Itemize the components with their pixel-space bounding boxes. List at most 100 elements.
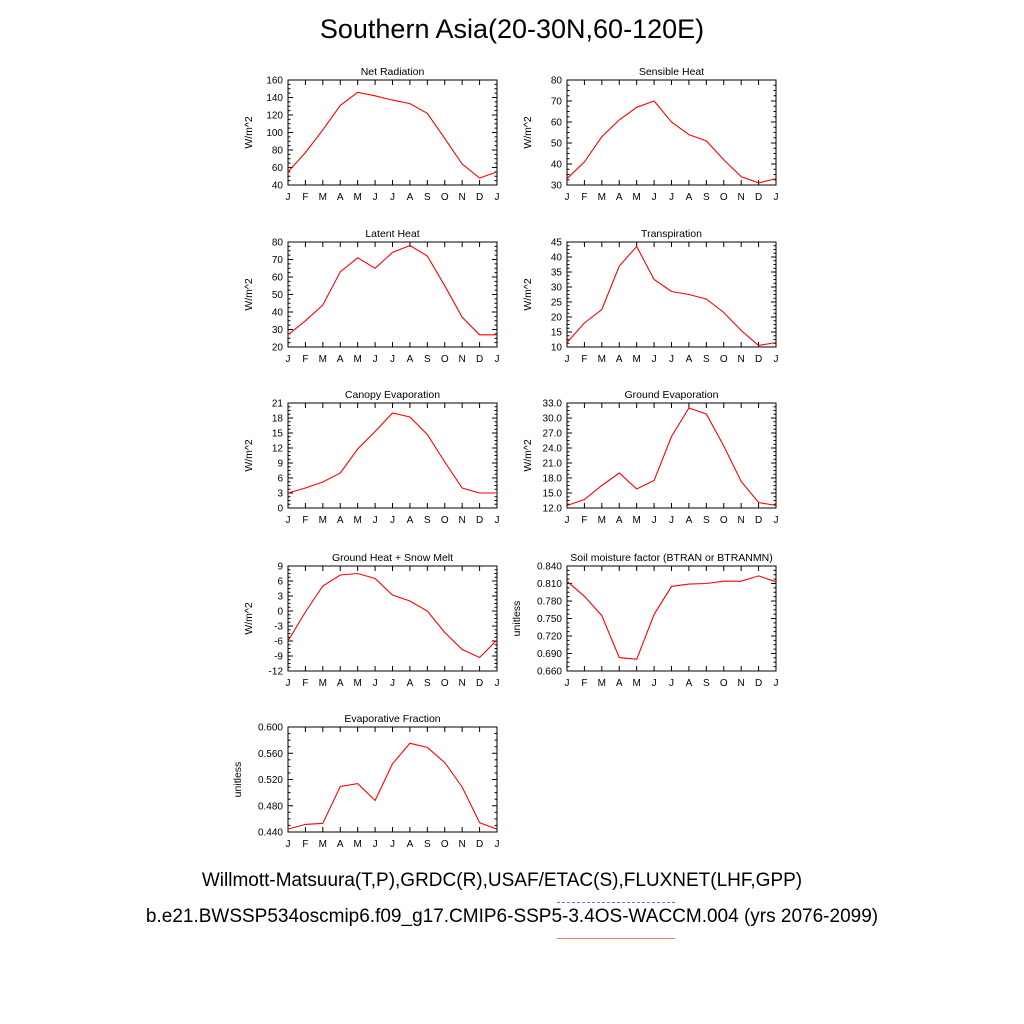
x-tick-label: J xyxy=(774,515,779,526)
y-tick-label: 18.0 xyxy=(543,474,563,485)
y-tick-label: 25 xyxy=(551,298,563,309)
x-tick-label: J xyxy=(669,678,674,689)
y-tick-label: 6 xyxy=(277,577,283,588)
x-tick-label: A xyxy=(686,354,693,365)
x-tick-label: D xyxy=(755,192,762,203)
y-axis-label: W/m^2 xyxy=(243,602,255,635)
series-line-1 xyxy=(287,742,498,830)
panel-title: Sensible Heat xyxy=(639,66,704,78)
x-tick-label: N xyxy=(738,354,745,365)
x-tick-label: A xyxy=(337,192,344,203)
plot-frame xyxy=(287,402,498,509)
x-tick-label: J xyxy=(669,515,674,526)
y-tick-label: 60 xyxy=(272,163,284,174)
y-tick-label: 9 xyxy=(277,459,283,470)
x-tick-label: J xyxy=(495,839,500,850)
x-tick-label: A xyxy=(337,678,344,689)
y-tick-label: 15 xyxy=(551,328,563,339)
y-tick-label: -9 xyxy=(274,652,283,663)
x-tick-label: O xyxy=(720,515,728,526)
x-tick-label: J xyxy=(652,515,657,526)
x-tick-label: S xyxy=(424,678,431,689)
x-tick-label: M xyxy=(353,515,361,526)
y-tick-label: 10 xyxy=(551,343,563,354)
y-tick-label: 0.840 xyxy=(537,562,562,573)
x-tick-label: J xyxy=(373,839,378,850)
x-tick-label: A xyxy=(337,354,344,365)
x-tick-label: S xyxy=(424,839,431,850)
x-tick-label: J xyxy=(286,839,291,850)
y-tick-label: 0.690 xyxy=(537,649,562,660)
y-tick-label: 30 xyxy=(551,181,563,192)
y-tick-label: 80 xyxy=(551,76,563,87)
x-tick-label: J xyxy=(373,515,378,526)
y-tick-label: 0.560 xyxy=(258,749,283,760)
plot-frame xyxy=(287,565,498,672)
x-tick-label: M xyxy=(632,515,640,526)
x-tick-label: D xyxy=(476,354,483,365)
y-axis-label: unitless xyxy=(232,762,244,798)
panel-title: Canopy Evaporation xyxy=(345,389,440,401)
x-tick-label: O xyxy=(720,192,728,203)
panel-title: Net Radiation xyxy=(361,66,425,78)
x-tick-label: O xyxy=(720,678,728,689)
y-tick-label: 12.0 xyxy=(543,504,563,515)
y-tick-label: 120 xyxy=(266,111,283,122)
y-tick-label: 40 xyxy=(272,308,284,319)
y-axis-label: W/m^2 xyxy=(243,278,255,311)
x-tick-label: J xyxy=(390,839,395,850)
x-tick-label: N xyxy=(738,678,745,689)
obs-legend-dash xyxy=(557,902,675,903)
series-line-1 xyxy=(287,412,497,494)
x-tick-label: O xyxy=(720,354,728,365)
panel-title: Ground Heat + Snow Melt xyxy=(332,552,453,564)
x-tick-label: O xyxy=(441,839,449,850)
plot-frame xyxy=(566,79,777,186)
series-line-1 xyxy=(287,572,498,659)
y-tick-label: 35 xyxy=(551,268,563,279)
y-axis-label: W/m^2 xyxy=(522,116,534,149)
x-tick-label: M xyxy=(353,192,361,203)
y-tick-label: 0.810 xyxy=(537,579,562,590)
y-tick-label: 40 xyxy=(272,181,284,192)
x-tick-label: J xyxy=(565,515,570,526)
y-tick-label: 70 xyxy=(272,255,284,266)
x-tick-label: J xyxy=(495,515,500,526)
x-tick-label: M xyxy=(598,354,606,365)
x-tick-label: S xyxy=(703,678,710,689)
series-line-1 xyxy=(566,245,777,347)
plot-frame xyxy=(566,565,777,672)
x-tick-label: A xyxy=(686,192,693,203)
x-tick-label: M xyxy=(319,839,327,850)
y-tick-label: 18 xyxy=(272,414,284,425)
y-tick-label: 0.600 xyxy=(258,723,283,734)
y-tick-label: 40 xyxy=(551,160,563,171)
x-tick-label: J xyxy=(286,354,291,365)
x-tick-label: J xyxy=(390,678,395,689)
panel-title: Ground Evaporation xyxy=(625,389,719,401)
x-tick-label: F xyxy=(581,192,587,203)
y-tick-label: 50 xyxy=(551,139,563,150)
x-tick-label: J xyxy=(652,354,657,365)
x-tick-label: J xyxy=(495,678,500,689)
x-tick-label: A xyxy=(407,192,414,203)
y-tick-label: 80 xyxy=(272,238,284,249)
x-tick-label: A xyxy=(616,354,623,365)
x-tick-label: S xyxy=(703,515,710,526)
y-tick-label: 20 xyxy=(551,313,563,324)
y-tick-label: 21 xyxy=(272,399,284,410)
y-tick-label: 33.0 xyxy=(543,399,563,410)
x-tick-label: S xyxy=(703,354,710,365)
x-tick-label: A xyxy=(337,515,344,526)
y-tick-label: 27.0 xyxy=(543,429,563,440)
x-tick-label: O xyxy=(441,354,449,365)
x-tick-label: A xyxy=(407,839,414,850)
y-tick-label: 12 xyxy=(272,444,284,455)
x-tick-label: J xyxy=(495,192,500,203)
obs-sources-text: Willmott-Matsuura(T,P),GRDC(R),USAF/ETAC… xyxy=(201,870,803,891)
y-tick-label: 9 xyxy=(277,562,283,573)
